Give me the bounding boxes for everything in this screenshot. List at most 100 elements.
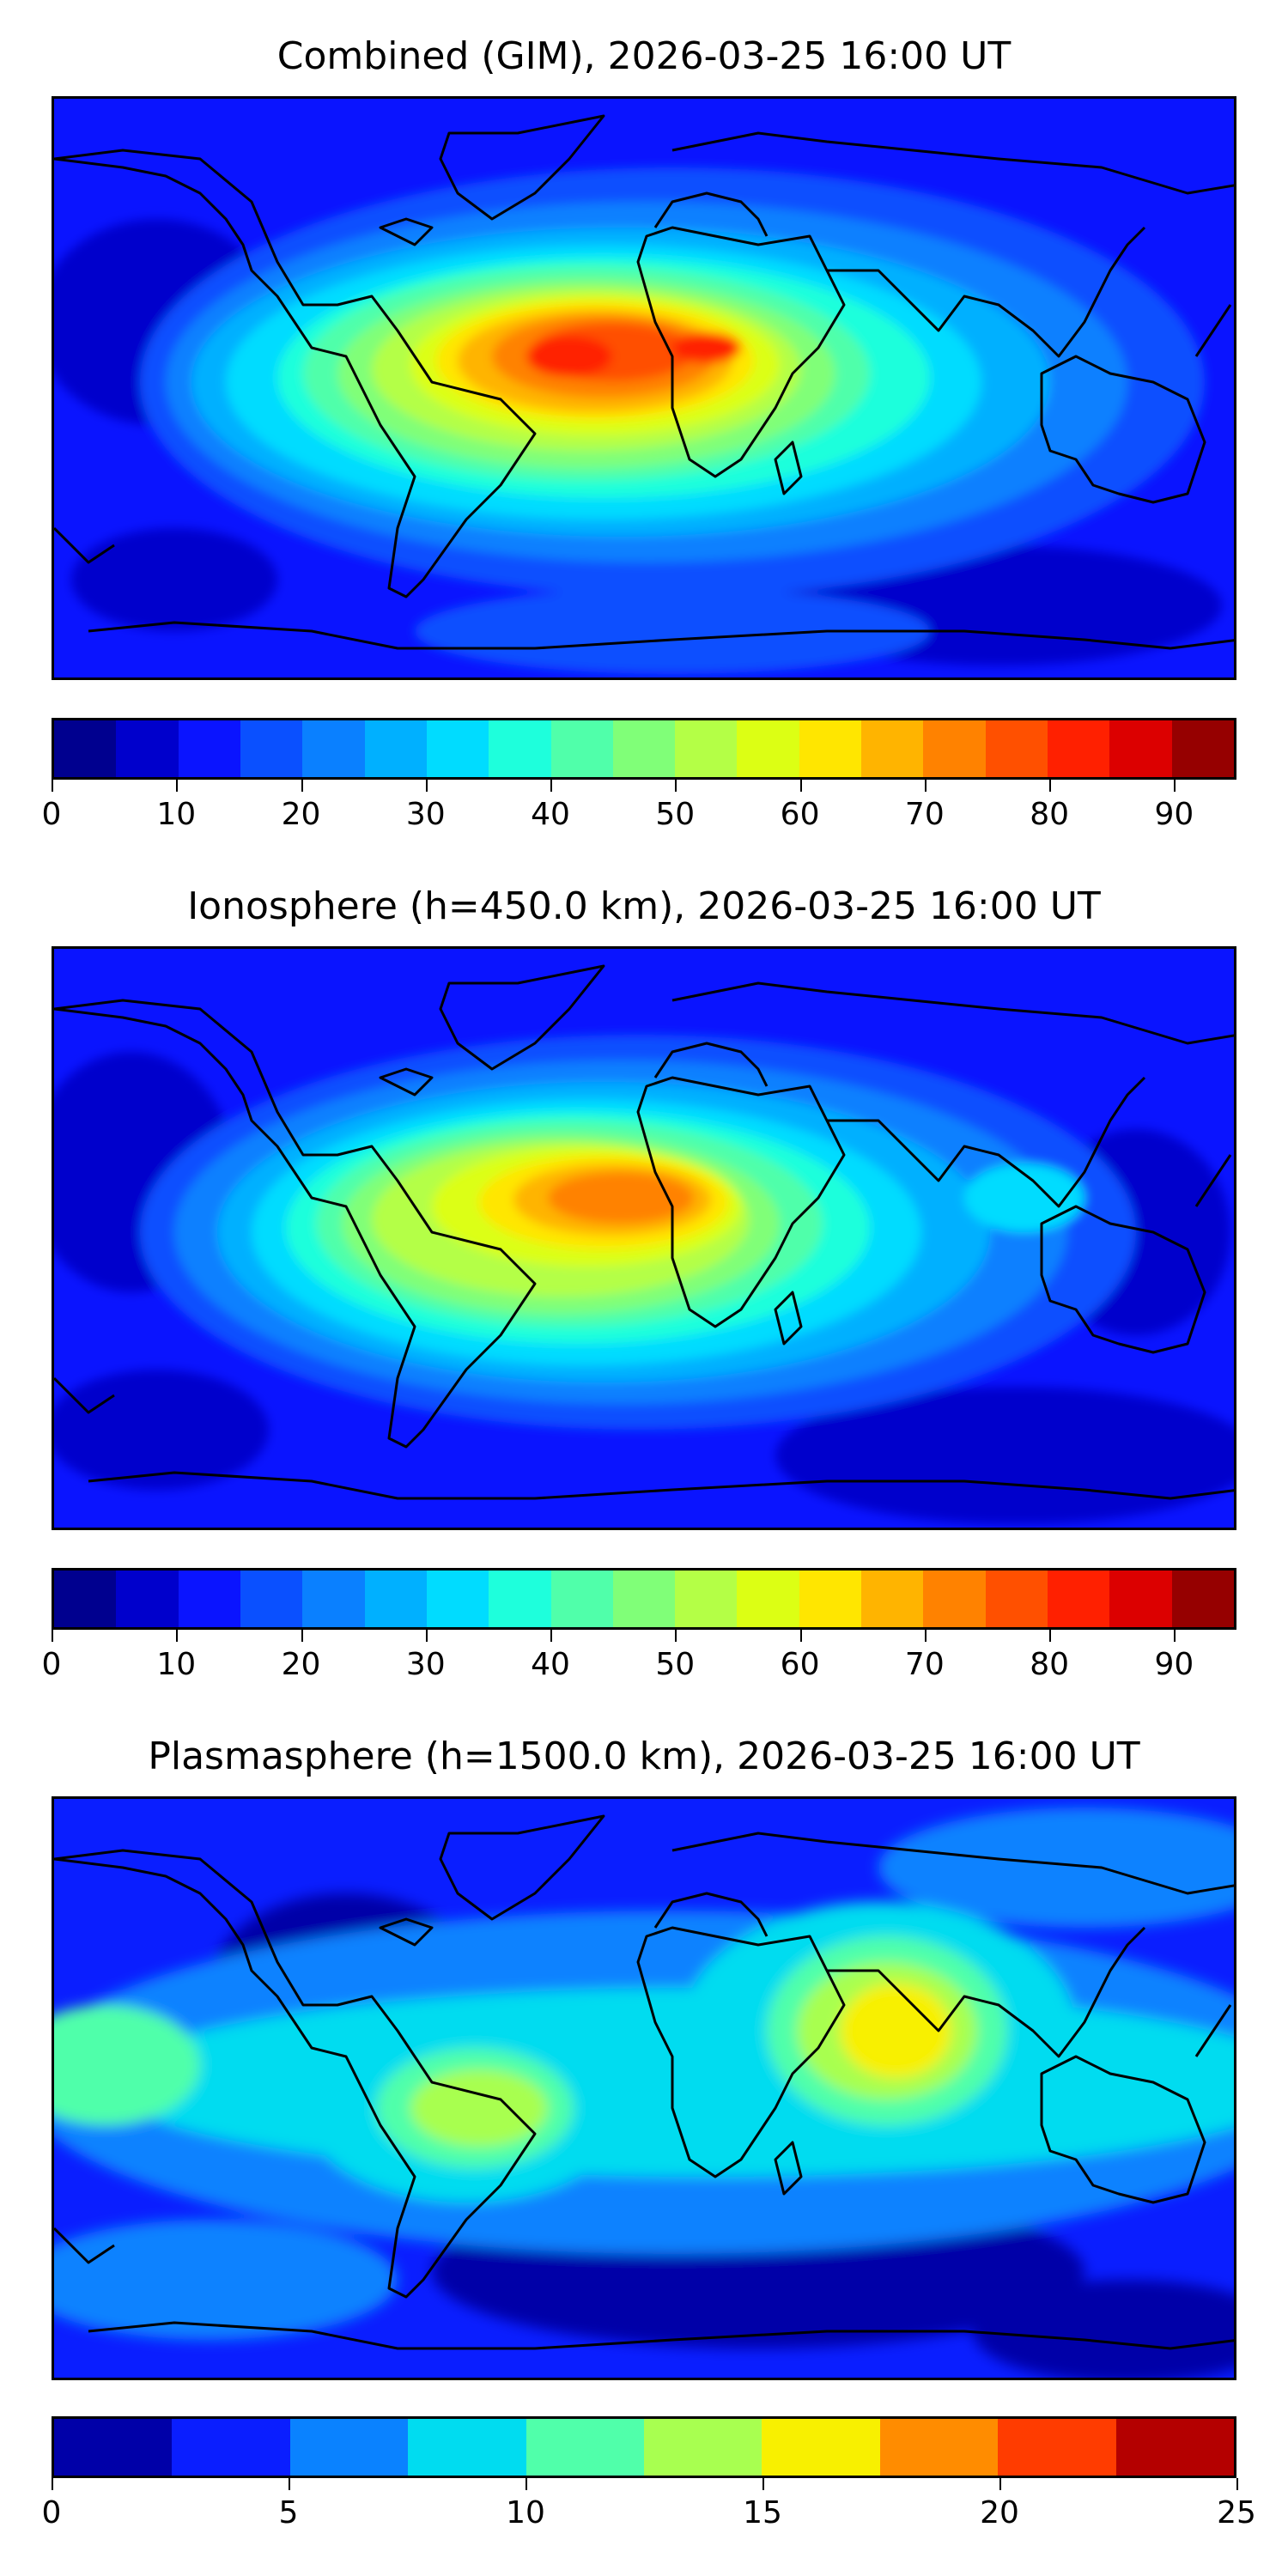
colorbar-segment <box>426 1571 489 1627</box>
panel-title: Ionosphere (h=450.0 km), 2026-03-25 16:0… <box>187 884 1101 928</box>
colorbar-segment <box>302 1571 365 1627</box>
colorbar-tick-label: 0 <box>41 1647 62 1682</box>
colorbar-segment <box>526 2419 645 2476</box>
colorbar-tick-label: 20 <box>980 2495 1019 2530</box>
colorbar-segment <box>737 720 799 777</box>
colorbar-segment <box>861 1571 924 1627</box>
map-canvas <box>54 99 1234 677</box>
colorbar-segment <box>1048 720 1110 777</box>
colorbar-segment <box>737 1571 799 1627</box>
colorbar-tick-label: 50 <box>655 797 696 832</box>
colorbar-segment <box>116 1571 179 1627</box>
colorbar-segment <box>489 1571 551 1627</box>
colorbar-tick <box>550 780 553 792</box>
colorbar-tick <box>289 2478 290 2490</box>
colorbar-ticks-ionosphere: 0 10 20 30 40 50 60 70 80 90 <box>42 1630 1236 1682</box>
colorbar-segment <box>364 1571 427 1627</box>
colorbar-segment <box>364 720 427 777</box>
colorbar-tick <box>526 2478 527 2490</box>
colorbar-tick <box>675 1630 677 1642</box>
colorbar-tick <box>301 780 303 792</box>
colorbar-tick-label: 10 <box>156 1647 197 1682</box>
colorbar-ticks-combined: 0 10 20 30 40 50 60 70 80 90 <box>42 780 1236 832</box>
colorbar-tick <box>675 780 677 792</box>
colorbar-segment <box>612 720 676 777</box>
colorbar-segment <box>54 1571 117 1627</box>
colorbar-segment <box>116 720 179 777</box>
colorbar-tick <box>425 780 428 792</box>
colorbar-tick <box>1049 780 1052 792</box>
panel-title: Combined (GIM), 2026-03-25 16:00 UT <box>276 34 1012 78</box>
colorbar-tick-label: 40 <box>531 1647 570 1682</box>
colorbar-tick-label: 90 <box>1154 797 1194 832</box>
colorbar-tick <box>1174 780 1176 792</box>
map-canvas <box>54 1799 1234 2378</box>
colorbar-segment <box>861 720 924 777</box>
colorbar-tick-label: 0 <box>41 2495 62 2530</box>
colorbar-tick-label: 5 <box>278 2495 299 2530</box>
colorbar-segment <box>54 2419 173 2476</box>
colorbar-tick-label: 60 <box>780 1647 820 1682</box>
colorbar-segment <box>923 1571 986 1627</box>
colorbar-tick-label: 70 <box>904 797 945 832</box>
colorbar-tick <box>425 1630 428 1642</box>
colorbar-tick <box>762 2478 764 2490</box>
colorbar-tick-label: 60 <box>780 797 820 832</box>
colorbar-segment <box>172 2419 290 2476</box>
colorbar-segment <box>54 720 117 777</box>
panel-title: Plasmasphere (h=1500.0 km), 2026-03-25 1… <box>148 1735 1140 1778</box>
colorbar-tick <box>176 780 179 792</box>
colorbar-tick <box>1236 2478 1238 2490</box>
colorbar-segment <box>1048 1571 1110 1627</box>
colorbar-tick <box>52 780 53 792</box>
colorbar-segment <box>985 1571 1048 1627</box>
colorbar-tick-label: 70 <box>904 1647 945 1682</box>
colorbar-segment <box>799 720 862 777</box>
colorbar-segment <box>998 2419 1116 2476</box>
colorbar-tick-label: 0 <box>41 797 62 832</box>
coastlines <box>54 964 1234 1500</box>
colorbar-tick-label: 20 <box>281 1647 321 1682</box>
colorbar-segment <box>550 1571 613 1627</box>
colorbar-segment <box>1171 1571 1234 1627</box>
colorbar-segment <box>799 1571 862 1627</box>
colorbar-tick-label: 10 <box>506 2495 545 2530</box>
colorbar-segment <box>675 720 738 777</box>
colorbar-tick-label: 10 <box>156 797 197 832</box>
colorbar-tick <box>52 2478 53 2490</box>
colorbar-tick-label: 90 <box>1154 1647 1194 1682</box>
colorbar-segment <box>923 720 986 777</box>
colorbar-tick-label: 50 <box>655 1647 696 1682</box>
colorbar-tick-label: 30 <box>405 797 446 832</box>
colorbar-tick <box>924 1630 927 1642</box>
colorbar-segment <box>985 720 1048 777</box>
colorbar-tick <box>799 1630 802 1642</box>
ionosphere-tec-map <box>52 946 1236 1530</box>
colorbar-tick <box>176 1630 179 1642</box>
colorbar-segment <box>178 720 240 777</box>
colorbar-segment <box>1115 2419 1235 2476</box>
colorbar-combined <box>52 718 1236 780</box>
colorbar-tick <box>924 780 927 792</box>
colorbar-ionosphere <box>52 1568 1236 1630</box>
colorbar-segment <box>1171 720 1234 777</box>
map-canvas <box>54 949 1234 1528</box>
coastlines <box>54 1814 1234 2350</box>
colorbar-segment <box>612 1571 676 1627</box>
colorbar-segment <box>1109 1571 1172 1627</box>
colorbar-tick <box>52 1630 53 1642</box>
colorbar-tick <box>1049 1630 1052 1642</box>
colorbar-segment <box>644 2419 762 2476</box>
colorbar-segment <box>426 720 489 777</box>
colorbar-segment <box>178 1571 240 1627</box>
colorbar-segment <box>762 2419 880 2476</box>
colorbar-segment <box>675 1571 738 1627</box>
colorbar-tick <box>999 2478 1001 2490</box>
colorbar-segment <box>1109 720 1172 777</box>
coastlines <box>54 114 1234 650</box>
colorbar-plasmasphere <box>52 2416 1236 2478</box>
colorbar-segment <box>408 2419 526 2476</box>
colorbar-tick-label: 80 <box>1030 797 1069 832</box>
colorbar-tick <box>550 1630 553 1642</box>
colorbar-segment <box>240 1571 303 1627</box>
